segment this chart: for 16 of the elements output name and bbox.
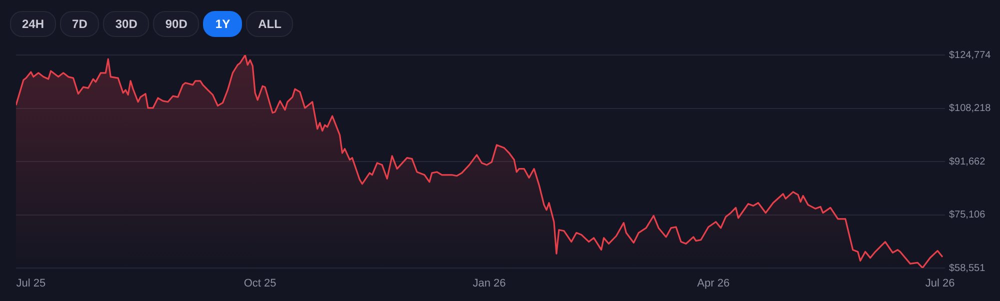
range-button[interactable]: 24H: [10, 11, 56, 37]
y-tick-label: $75,106: [949, 210, 986, 220]
x-tick-label: Jul 25: [16, 278, 46, 290]
y-tick-label: $91,662: [949, 156, 986, 168]
x-tick-label: Apr 26: [697, 278, 730, 290]
x-tick-label: Jul 26: [925, 278, 955, 290]
range-button[interactable]: 30D: [103, 11, 150, 37]
range-button[interactable]: 90D: [153, 11, 200, 37]
y-tick-label: $108,218: [949, 103, 992, 114]
range-button[interactable]: 7D: [60, 11, 100, 37]
x-tick-label: Oct 25: [244, 278, 276, 290]
y-tick-label: $124,774: [949, 50, 992, 61]
range-button[interactable]: ALL: [246, 11, 294, 37]
range-button[interactable]: 1Y: [203, 11, 242, 37]
y-tick-label: $58,551: [949, 262, 986, 274]
x-tick-label: Jan 26: [472, 278, 506, 290]
